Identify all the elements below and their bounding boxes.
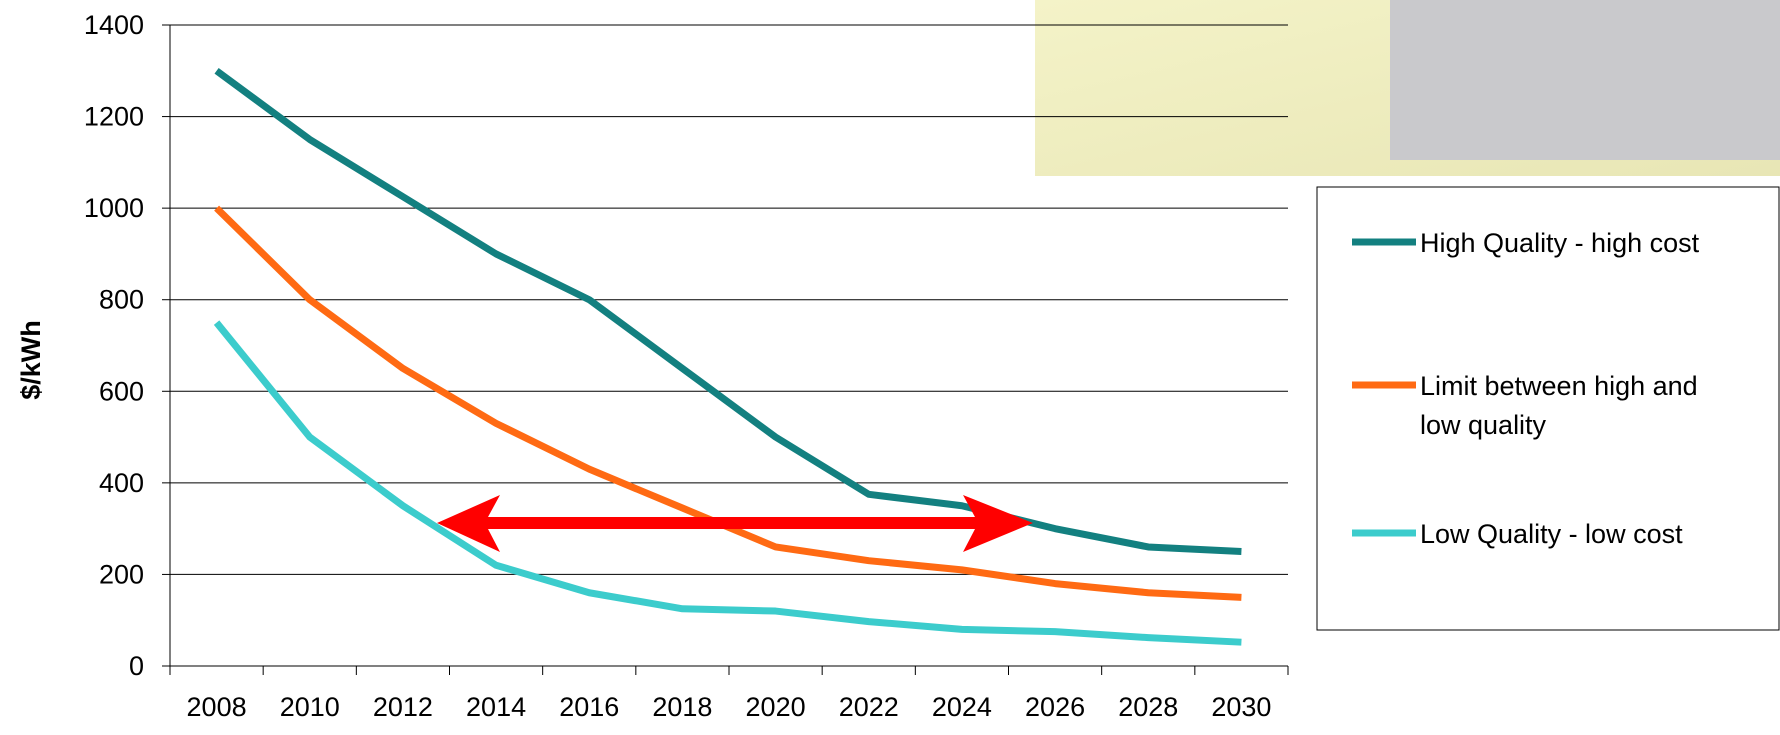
x-tick-label: 2024	[932, 692, 992, 722]
x-tick-label: 2010	[280, 692, 340, 722]
y-tick-label: 600	[99, 376, 144, 406]
photo-cell	[1390, 0, 1780, 160]
x-tick-label: 2018	[652, 692, 712, 722]
x-tick-label: 2026	[1025, 692, 1085, 722]
x-tick-label: 2014	[466, 692, 526, 722]
legend-label: Low Quality - low cost	[1420, 519, 1683, 549]
y-tick-label: 0	[129, 651, 144, 681]
y-axis-label: $/kWh	[16, 320, 46, 400]
y-tick-label: 400	[99, 468, 144, 498]
y-tick-label: 1400	[84, 10, 144, 40]
x-tick-label: 2012	[373, 692, 433, 722]
y-tick-label: 800	[99, 285, 144, 315]
x-tick-label: 2008	[187, 692, 247, 722]
y-tick-label: 1200	[84, 102, 144, 132]
x-tick-label: 2016	[559, 692, 619, 722]
x-tick-label: 2030	[1211, 692, 1271, 722]
y-tick-label: 200	[99, 559, 144, 589]
x-tick-label: 2022	[839, 692, 899, 722]
chart: $/kWh 0 200 400 600 800 1000 1200 1400 2008 2010 2…	[0, 0, 1780, 730]
y-tick-label: 1000	[84, 193, 144, 223]
legend-label: High Quality - high cost	[1420, 228, 1700, 258]
x-tick-label: 2020	[746, 692, 806, 722]
x-tick-label: 2028	[1118, 692, 1178, 722]
